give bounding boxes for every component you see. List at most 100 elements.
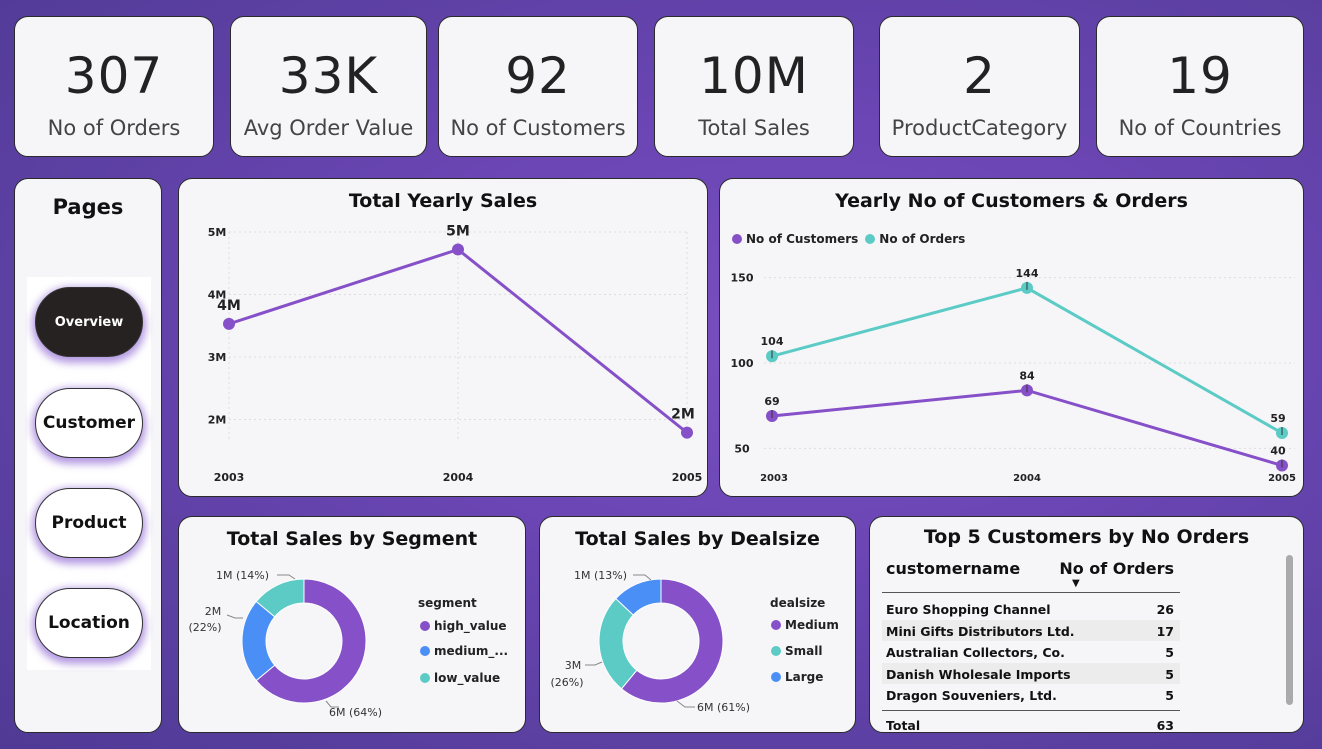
legend-dot-customers (732, 234, 742, 244)
legend-dot (420, 646, 430, 656)
data-label: 5M (446, 224, 470, 240)
y-tick-label: 5M (208, 226, 227, 239)
legend-dot (771, 620, 781, 630)
kpi-card-customers: 92 No of Customers (438, 16, 638, 157)
x-tick-label: 2004 (443, 471, 474, 484)
table-row[interactable]: Dragon Souveniers, Ltd. 5 (882, 684, 1180, 706)
cell-orders: 5 (1165, 666, 1174, 682)
data-label: 84 (1019, 369, 1035, 382)
legend-item-orders[interactable]: No of Orders (879, 232, 966, 246)
label-leader (585, 661, 603, 666)
nav-button-overview[interactable]: Overview (35, 287, 143, 357)
pages-panel: Pages Overview Customer Product Location (14, 178, 162, 733)
legend-item-small[interactable]: Small (771, 644, 822, 658)
table-title: Top 5 Customers by No Orders (923, 526, 1250, 548)
kpi-value: 10M (699, 47, 809, 105)
table-scrollbar[interactable] (1286, 555, 1293, 705)
kpi-card-total-sales: 10M Total Sales (654, 16, 854, 157)
kpi-value: 19 (1167, 47, 1233, 105)
column-header-no-of-orders[interactable]: No of Orders (1059, 559, 1174, 578)
slice-label: (26%) (550, 676, 583, 689)
kpi-value: 92 (505, 47, 571, 105)
data-label: 69 (764, 395, 779, 408)
label-leader (325, 700, 339, 708)
slice-label: 1M (14%) (216, 569, 269, 582)
data-label: 144 (1016, 267, 1039, 280)
data-point (223, 317, 235, 330)
legend-dot (420, 621, 430, 631)
slice-label: 6M (64%) (329, 706, 382, 719)
segment-donut-chart: 6M (64%) 2M (22%) 1M (14%) (188, 569, 382, 719)
cell-customer-name: Dragon Souveniers, Ltd. (886, 688, 1057, 703)
legend-item-customers[interactable]: No of Customers (746, 232, 859, 246)
cell-orders: 17 (1156, 623, 1174, 639)
kpi-card-countries: 19 No of Countries (1096, 16, 1304, 157)
data-label: 4M (217, 298, 241, 314)
legend-label: Small (785, 644, 823, 658)
nav-button-product[interactable]: Product (35, 488, 143, 558)
legend-dot (771, 672, 781, 682)
x-tick-label: 2004 (1013, 473, 1041, 484)
table-row[interactable]: Mini Gifts Distributors Ltd. 17 (882, 619, 1180, 641)
legend-item-medium[interactable]: Medium (771, 618, 839, 632)
table-row[interactable]: Danish Wholesale Imports 5 (882, 662, 1180, 684)
kpi-value: 307 (64, 47, 164, 105)
legend-item-large[interactable]: Large (771, 670, 823, 684)
legend-title: segment (418, 596, 477, 610)
slice-label: (22%) (188, 621, 221, 634)
legend-title: dealsize (770, 596, 826, 610)
series-line-customers (771, 388, 1283, 467)
dealsize-chart-panel: Total Sales by Dealsize 6M (61%) 3M (26%) 1… (539, 516, 856, 733)
legend-label: medium_... (434, 644, 509, 658)
y-tick-label: 50 (734, 442, 750, 455)
page-navigator: Overview Customer Product Location (27, 277, 151, 670)
legend-label: low_value (434, 671, 501, 685)
table-header: customername No of Orders ▼ (882, 555, 1180, 593)
chart-title: Yearly No of Customers & Orders (835, 190, 1188, 212)
legend-item-low-value[interactable]: low_value (420, 671, 500, 685)
dealsize-donut-chart: 6M (61%) 3M (26%) 1M (13%) (550, 569, 750, 714)
total-label: Total (886, 717, 921, 733)
y-tick-label: 100 (731, 357, 754, 370)
legend-item-high-value[interactable]: high_value (420, 619, 507, 633)
cell-orders: 26 (1156, 602, 1174, 617)
kpi-card-orders: 307 No of Orders (14, 16, 214, 157)
table-total-row: Total 63 (882, 709, 1180, 736)
top-customers-panel: Top 5 Customers by No Orders customernam… (869, 516, 1304, 733)
kpi-card-avg-order-value: 33K Avg Order Value (230, 16, 427, 157)
data-label: 40 (1270, 444, 1286, 457)
legend-label: high_value (434, 619, 507, 633)
slice-label: 1M (13%) (574, 569, 627, 582)
legend-item-medium-value[interactable]: medium_... (420, 644, 508, 658)
kpi-label: ProductCategory (891, 116, 1068, 140)
label-leader (633, 574, 652, 581)
kpi-label: No of Countries (1118, 116, 1282, 140)
legend-dot (771, 646, 781, 656)
label-leader (676, 700, 695, 708)
chart-legend: No of Customers No of Orders (732, 232, 965, 246)
table-row[interactable]: Euro Shopping Channel 26 (882, 598, 1180, 620)
cell-orders: 5 (1165, 645, 1174, 660)
nav-button-location[interactable]: Location (35, 588, 143, 658)
table-row[interactable]: Australian Collectors, Co. 5 (882, 641, 1180, 663)
x-tick-label: 2005 (672, 471, 703, 484)
label-leader (277, 574, 296, 580)
kpi-card-product-category: 2 ProductCategory (879, 16, 1080, 157)
x-tick-label: 2005 (1268, 473, 1296, 484)
cell-customer-name: Mini Gifts Distributors Ltd. (886, 623, 1075, 639)
yearly-sales-chart: 5M 4M 3M 2M 2003 2004 2005 4M 5M 2M (208, 224, 703, 485)
customers-orders-chart-panel: Yearly No of Customers & Orders No of Cu… (719, 178, 1304, 497)
chart-title: Total Yearly Sales (348, 190, 538, 212)
kpi-value: 2 (963, 47, 996, 105)
slice-label: 3M (565, 659, 582, 672)
kpi-label: No of Orders (47, 116, 181, 140)
nav-button-customer[interactable]: Customer (35, 388, 143, 458)
y-tick-label: 150 (731, 272, 754, 285)
series-line-sales (228, 247, 688, 434)
slice-label: 6M (61%) (697, 701, 750, 714)
donut-slice (255, 578, 367, 704)
sort-descending-icon[interactable]: ▼ (1072, 578, 1080, 589)
yearly-sales-chart-panel: Total Yearly Sales 5M 4M 3M 2M 2003 2004 2005 4… (178, 178, 708, 497)
kpi-value: 33K (278, 47, 379, 105)
column-header-customername[interactable]: customername (886, 559, 1021, 578)
